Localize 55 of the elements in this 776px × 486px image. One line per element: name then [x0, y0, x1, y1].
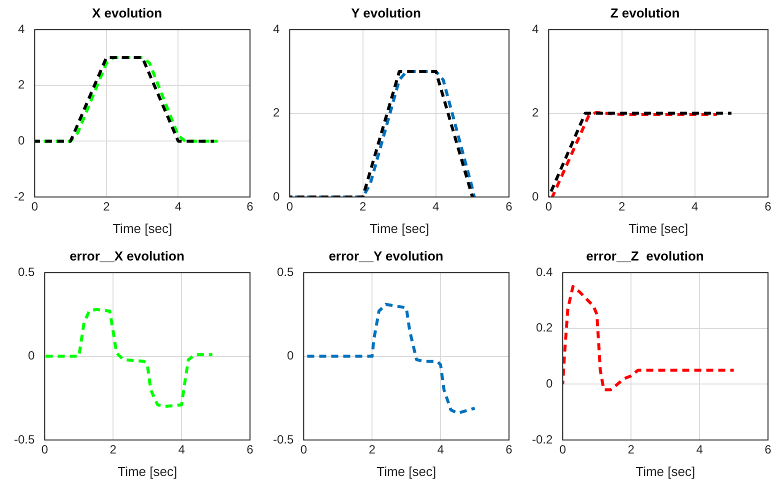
x-tick-label: 4 [432, 200, 440, 214]
x-tick-label: 6 [506, 442, 513, 457]
x-tick-label: 6 [764, 442, 772, 457]
x-tick-label: 2 [359, 200, 366, 214]
x-tick-label: 6 [246, 200, 254, 214]
y-tick-label: 0 [286, 348, 294, 363]
y-tick-label: 0.4 [536, 264, 553, 279]
x-tick-label: 4 [692, 200, 699, 214]
x-tick-label: 2 [628, 442, 635, 457]
y-tick-label: 0.5 [276, 264, 294, 279]
chart-title: Y evolution [351, 5, 421, 20]
y-tick-label: 2 [272, 106, 280, 120]
y-tick-label: 0.5 [18, 264, 35, 279]
chart-title: error__Z evolution [586, 248, 704, 264]
y-tick-label: 0 [546, 376, 553, 391]
x-tick-label: 2 [110, 442, 117, 457]
x-tick-label: 4 [174, 200, 182, 214]
line-series [562, 285, 736, 392]
chart-title: error__Y evolution [328, 248, 444, 264]
x-tick-label: 4 [178, 442, 186, 457]
x-axis-title: Time [sec] [370, 220, 430, 236]
y-tick-label: -0.2 [532, 432, 553, 446]
y-tick-label: 0.2 [536, 320, 553, 335]
line-series [44, 308, 214, 408]
y-tick-label: 0 [28, 348, 35, 363]
x-tick-label: 0 [559, 442, 566, 457]
y-tick-label: 4 [18, 22, 25, 36]
y-tick-label: 0 [18, 134, 25, 148]
chart-title: X evolution [92, 5, 162, 20]
x-axis-title: Time [sec] [636, 464, 696, 479]
y-tick-label: 0 [272, 189, 280, 204]
y-tick-label: 2 [532, 106, 539, 120]
x-tick-label: 4 [696, 442, 704, 457]
x-tick-label: 2 [618, 200, 626, 214]
x-axis-title: Time [sec] [112, 220, 172, 236]
x-tick-label: 6 [246, 442, 254, 457]
x-tick-label: 4 [437, 442, 444, 457]
y-tick-label: -2 [14, 189, 25, 204]
x-tick-label: 2 [103, 200, 110, 214]
y-tick-label: 0 [532, 189, 539, 204]
x-tick-label: 0 [300, 442, 308, 457]
y-tick-label: 4 [272, 22, 280, 36]
y-tick-label: 4 [532, 22, 539, 36]
chart-title: error__X evolution [70, 248, 184, 264]
x-tick-label: 2 [368, 442, 376, 457]
y-tick-label: -0.5 [272, 432, 294, 446]
x-tick-label: 0 [41, 442, 48, 457]
y-tick-label: -0.5 [14, 432, 35, 446]
x-axis-title: Time [sec] [118, 464, 178, 479]
x-axis-title: Time [sec] [376, 464, 436, 479]
x-tick-label: 6 [506, 200, 513, 214]
chart-title: Z evolution [610, 5, 680, 20]
x-tick-label: 6 [764, 200, 772, 214]
y-tick-label: 2 [18, 78, 25, 92]
x-axis-title: Time [sec] [628, 220, 688, 236]
